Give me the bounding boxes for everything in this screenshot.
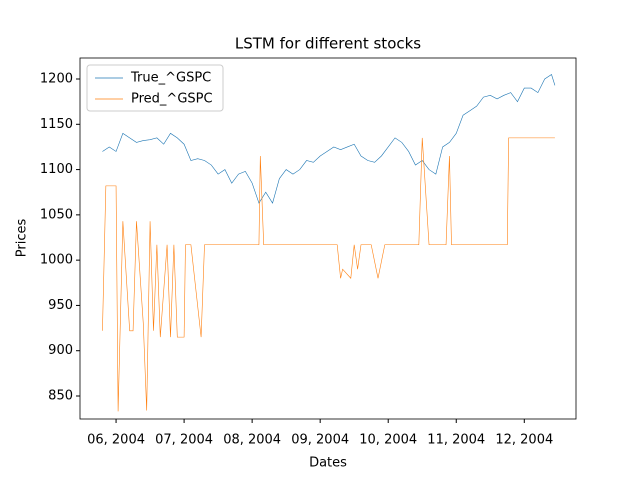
x-axis-label: Dates (309, 456, 347, 471)
x-tick-label: 11, 2004 (427, 433, 485, 448)
y-tick-label: 950 (48, 298, 73, 313)
y-tick-label: 1150 (40, 117, 73, 132)
y-axis-label: Prices (15, 219, 30, 258)
x-tick-label: 10, 2004 (359, 433, 417, 448)
x-tick-label: 08, 2004 (223, 433, 281, 448)
legend-label: True_^GSPC (130, 71, 211, 86)
x-tick-label: 12, 2004 (495, 433, 553, 448)
chart-title: LSTM for different stocks (235, 35, 421, 53)
y-tick-label: 1200 (40, 72, 73, 87)
series-line (102, 74, 556, 204)
y-tick-label: 1100 (40, 162, 73, 177)
series-line (102, 137, 555, 412)
x-tick-label: 07, 2004 (155, 433, 213, 448)
x-tick-label: 09, 2004 (291, 433, 349, 448)
y-tick-label: 900 (48, 343, 73, 358)
plot-frame (79, 57, 577, 420)
legend-label: Pred_^GSPC (131, 92, 213, 107)
x-tick-label: 06, 2004 (87, 433, 145, 448)
legend-box (86, 64, 224, 112)
y-tick-label: 1050 (40, 207, 73, 222)
y-tick-label: 850 (48, 388, 73, 403)
y-tick-label: 1000 (40, 253, 73, 268)
